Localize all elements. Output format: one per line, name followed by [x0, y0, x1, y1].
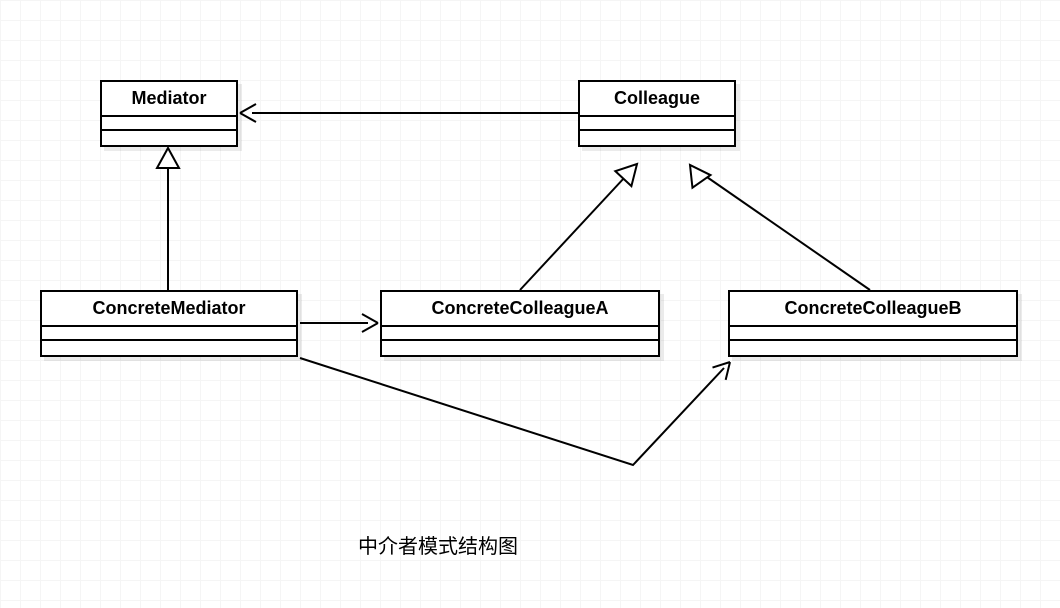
uml-class-mediator: Mediator [100, 80, 238, 147]
uml-attributes-section [42, 327, 296, 341]
uml-class-concrete-mediator: ConcreteMediator [40, 290, 298, 357]
uml-methods-section [580, 131, 734, 145]
edge-concretecolleagueb-to-colleague [681, 159, 870, 290]
uml-class-colleague: Colleague [578, 80, 736, 147]
edge-concretemediator-to-a [300, 314, 378, 332]
uml-attributes-section [102, 117, 236, 131]
uml-attributes-section [580, 117, 734, 131]
uml-methods-section [730, 341, 1016, 355]
uml-class-concrete-colleague-b: ConcreteColleagueB [728, 290, 1018, 357]
diagram-caption: 中介者模式结构图 [358, 530, 518, 559]
uml-attributes-section [730, 327, 1016, 341]
uml-methods-section [102, 131, 236, 145]
uml-class-title: Mediator [102, 82, 236, 117]
uml-methods-section [382, 341, 658, 355]
uml-attributes-section [382, 327, 658, 341]
uml-class-title: ConcreteColleagueB [730, 292, 1016, 327]
uml-class-title: ConcreteColleagueA [382, 292, 658, 327]
uml-class-title: ConcreteMediator [42, 292, 296, 327]
edge-concretemediator-to-b [300, 356, 737, 465]
edge-concretecolleaguea-to-colleague [520, 156, 645, 290]
edge-colleague-to-mediator [240, 104, 578, 122]
uml-methods-section [42, 341, 296, 355]
uml-class-concrete-colleague-a: ConcreteColleagueA [380, 290, 660, 357]
edge-concretemediator-to-mediator [157, 148, 179, 290]
uml-class-title: Colleague [580, 82, 734, 117]
